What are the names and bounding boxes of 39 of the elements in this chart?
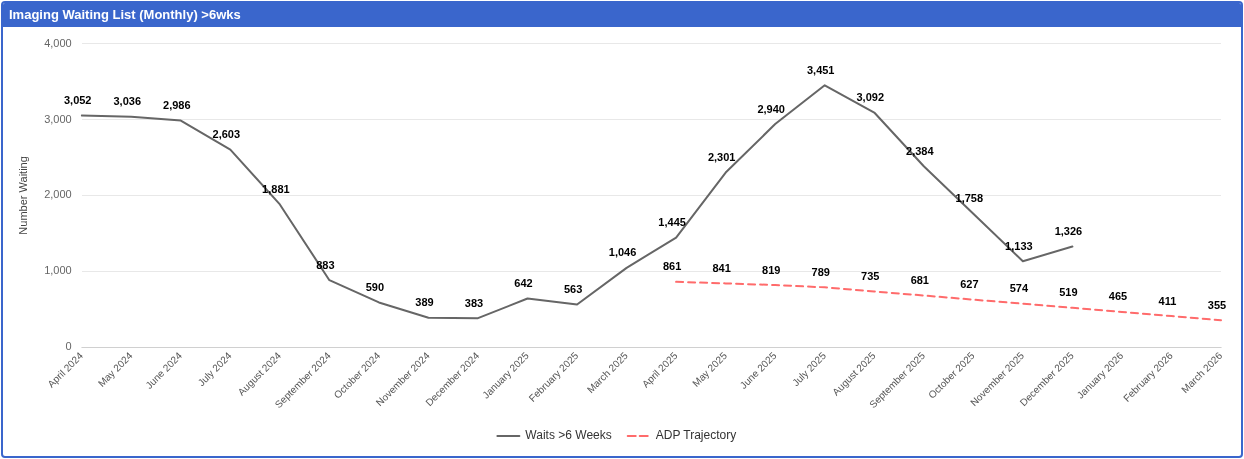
data-label: 3,451: [806, 63, 835, 76]
y-tick-label: 0: [65, 340, 72, 353]
chart-title: Imaging Waiting List (Monthly) >6wks: [3, 3, 1241, 27]
data-label: 1,133: [1005, 239, 1033, 252]
data-label: 3,036: [113, 95, 142, 108]
data-label: 642: [514, 277, 533, 290]
data-label: 389: [415, 296, 434, 309]
data-label: 3,052: [63, 94, 92, 107]
data-label: 519: [1059, 286, 1078, 299]
data-label: 1,046: [608, 246, 637, 259]
data-label: 861: [662, 260, 682, 273]
y-tick-label: 4,000: [44, 36, 72, 49]
data-label: 355: [1207, 298, 1227, 311]
data-label: 2,986: [163, 99, 191, 112]
data-label: 627: [960, 278, 979, 291]
data-label: 735: [861, 269, 880, 282]
legend-label: ADP Trajectory: [655, 428, 737, 443]
data-label: 681: [910, 274, 929, 287]
data-label: 819: [762, 263, 781, 276]
data-label: 574: [1009, 282, 1029, 295]
data-label: 789: [811, 265, 830, 278]
data-label: 465: [1108, 290, 1128, 303]
legend-label: Waits >6 Weeks: [525, 428, 612, 443]
data-label: 841: [712, 261, 731, 274]
y-tick-label: 2,000: [44, 188, 72, 201]
data-label: 1,758: [955, 192, 984, 205]
y-axis-title: Number Waiting: [16, 156, 29, 235]
data-label: 2,940: [757, 102, 785, 115]
data-label: 1,326: [1054, 225, 1083, 238]
y-tick-label: 1,000: [44, 264, 72, 277]
data-label: 563: [563, 283, 583, 296]
data-label: 2,603: [212, 128, 241, 141]
data-label: 383: [464, 296, 484, 309]
y-tick-label: 3,000: [44, 112, 72, 125]
data-label: 1,445: [658, 216, 686, 229]
data-label: 2,301: [707, 151, 736, 164]
data-label: 590: [365, 280, 385, 293]
data-label: 411: [1158, 294, 1177, 307]
data-label: 3,092: [856, 91, 885, 104]
